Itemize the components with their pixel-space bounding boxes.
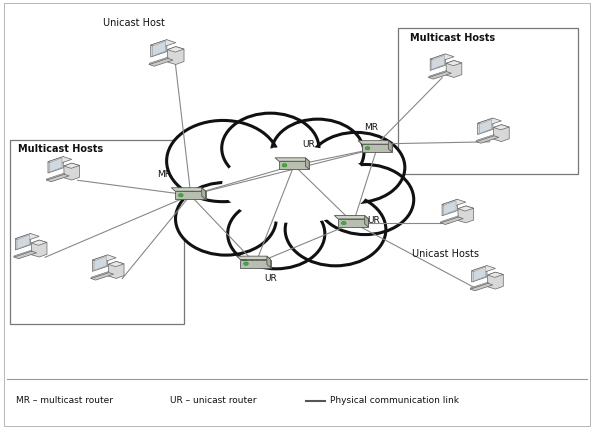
- Polygon shape: [365, 215, 368, 227]
- Polygon shape: [428, 70, 447, 78]
- Polygon shape: [93, 255, 108, 272]
- Polygon shape: [14, 250, 32, 257]
- Circle shape: [175, 182, 276, 255]
- Polygon shape: [478, 118, 493, 135]
- Polygon shape: [432, 55, 444, 69]
- Polygon shape: [442, 199, 457, 216]
- Text: MR: MR: [364, 123, 378, 132]
- Circle shape: [365, 147, 370, 150]
- Polygon shape: [15, 233, 31, 250]
- FancyBboxPatch shape: [10, 140, 184, 323]
- Polygon shape: [458, 206, 473, 223]
- Polygon shape: [442, 199, 466, 207]
- Polygon shape: [440, 217, 463, 224]
- Circle shape: [179, 193, 183, 197]
- Circle shape: [222, 113, 319, 183]
- Polygon shape: [149, 58, 173, 66]
- Polygon shape: [46, 173, 65, 180]
- Polygon shape: [17, 235, 29, 249]
- Polygon shape: [48, 157, 64, 173]
- Polygon shape: [91, 272, 113, 280]
- Text: Physical communication link: Physical communication link: [330, 396, 459, 405]
- Polygon shape: [440, 216, 459, 223]
- Polygon shape: [31, 240, 47, 257]
- Polygon shape: [151, 40, 176, 48]
- Polygon shape: [446, 60, 462, 66]
- Polygon shape: [153, 41, 166, 56]
- Polygon shape: [175, 191, 206, 199]
- Polygon shape: [473, 267, 486, 281]
- Polygon shape: [151, 40, 167, 57]
- Polygon shape: [472, 266, 495, 274]
- Circle shape: [308, 133, 405, 202]
- Polygon shape: [470, 282, 488, 289]
- Polygon shape: [458, 206, 473, 211]
- Polygon shape: [149, 57, 168, 64]
- Polygon shape: [46, 174, 69, 182]
- Polygon shape: [476, 136, 499, 143]
- Polygon shape: [488, 272, 503, 278]
- Polygon shape: [488, 272, 503, 289]
- Polygon shape: [91, 272, 109, 278]
- Polygon shape: [94, 256, 106, 270]
- Text: UR: UR: [302, 140, 315, 149]
- Text: UR – unicast router: UR – unicast router: [170, 396, 256, 405]
- Polygon shape: [93, 255, 116, 263]
- Polygon shape: [430, 54, 454, 62]
- Circle shape: [285, 193, 386, 266]
- Polygon shape: [14, 251, 37, 259]
- Ellipse shape: [222, 146, 370, 223]
- Polygon shape: [338, 219, 368, 227]
- Polygon shape: [472, 266, 487, 282]
- Text: Unicast Hosts: Unicast Hosts: [412, 249, 479, 259]
- Polygon shape: [241, 260, 271, 268]
- Polygon shape: [108, 262, 124, 267]
- Text: MR – multicast router: MR – multicast router: [15, 396, 112, 405]
- Polygon shape: [168, 47, 184, 52]
- Text: Multicast Hosts: Multicast Hosts: [18, 144, 103, 154]
- Polygon shape: [479, 120, 492, 133]
- Polygon shape: [279, 161, 309, 169]
- Polygon shape: [202, 188, 206, 199]
- Polygon shape: [478, 118, 501, 126]
- Polygon shape: [15, 233, 39, 242]
- Polygon shape: [64, 163, 80, 180]
- Text: Multicast Hosts: Multicast Hosts: [410, 33, 495, 43]
- Circle shape: [317, 164, 414, 235]
- Polygon shape: [476, 135, 494, 142]
- Polygon shape: [334, 215, 368, 219]
- Polygon shape: [267, 256, 271, 268]
- Text: UR: UR: [368, 216, 380, 225]
- Polygon shape: [305, 158, 309, 169]
- Polygon shape: [171, 188, 206, 191]
- Circle shape: [282, 164, 287, 167]
- Circle shape: [167, 121, 279, 202]
- Polygon shape: [362, 144, 392, 152]
- Polygon shape: [358, 141, 392, 144]
- Circle shape: [342, 221, 346, 225]
- Polygon shape: [494, 125, 509, 142]
- Circle shape: [244, 262, 248, 265]
- Polygon shape: [494, 125, 509, 130]
- Text: MR: MR: [157, 170, 170, 179]
- Circle shape: [228, 199, 325, 269]
- Polygon shape: [470, 283, 493, 291]
- Polygon shape: [48, 157, 72, 165]
- Text: UR: UR: [264, 274, 277, 283]
- Polygon shape: [168, 47, 184, 64]
- Polygon shape: [444, 201, 456, 215]
- Polygon shape: [49, 158, 62, 172]
- Polygon shape: [275, 158, 309, 161]
- Polygon shape: [108, 262, 124, 278]
- Polygon shape: [428, 72, 451, 79]
- Text: Unicast Host: Unicast Host: [103, 18, 165, 28]
- Polygon shape: [236, 256, 271, 260]
- Polygon shape: [64, 163, 80, 168]
- Polygon shape: [31, 240, 47, 245]
- Polygon shape: [430, 54, 446, 70]
- Polygon shape: [446, 60, 462, 78]
- FancyBboxPatch shape: [398, 28, 579, 174]
- Polygon shape: [388, 141, 392, 152]
- Circle shape: [271, 119, 364, 186]
